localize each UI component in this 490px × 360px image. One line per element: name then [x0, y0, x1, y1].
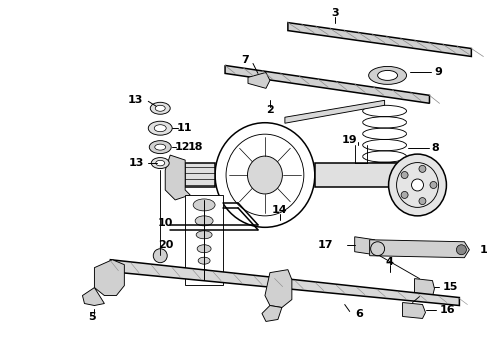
Bar [185, 163, 215, 187]
Polygon shape [285, 100, 385, 123]
Ellipse shape [199, 270, 209, 276]
Ellipse shape [378, 71, 397, 80]
Text: 3: 3 [331, 8, 339, 18]
Ellipse shape [195, 216, 213, 226]
Ellipse shape [368, 67, 407, 84]
Ellipse shape [153, 249, 167, 263]
Text: 7: 7 [241, 55, 249, 66]
Polygon shape [262, 306, 282, 321]
Ellipse shape [401, 172, 408, 179]
Text: 6: 6 [356, 310, 364, 319]
Ellipse shape [430, 181, 437, 189]
Text: 1: 1 [479, 245, 487, 255]
Ellipse shape [155, 105, 165, 111]
Ellipse shape [154, 125, 166, 132]
Polygon shape [225, 66, 429, 103]
Polygon shape [415, 279, 435, 297]
Bar [315, 163, 399, 187]
Text: 14: 14 [272, 205, 288, 215]
Ellipse shape [151, 158, 169, 168]
Ellipse shape [150, 102, 170, 114]
Ellipse shape [401, 192, 408, 198]
Polygon shape [82, 288, 104, 306]
Ellipse shape [193, 199, 215, 211]
Polygon shape [95, 260, 124, 296]
Ellipse shape [196, 231, 212, 239]
Text: 17: 17 [317, 240, 333, 250]
Ellipse shape [155, 144, 166, 150]
Text: 9: 9 [435, 67, 442, 77]
Polygon shape [355, 237, 377, 255]
Text: 11: 11 [176, 123, 192, 133]
Ellipse shape [197, 245, 211, 253]
Ellipse shape [198, 257, 210, 264]
Ellipse shape [149, 141, 171, 154]
Polygon shape [265, 270, 292, 307]
Text: 2: 2 [266, 105, 274, 115]
Text: 4: 4 [386, 257, 393, 267]
Polygon shape [110, 260, 460, 306]
Bar [185, 195, 223, 285]
Text: 19: 19 [342, 135, 358, 145]
Ellipse shape [456, 245, 466, 255]
Text: 8: 8 [432, 143, 439, 153]
Text: 16: 16 [440, 306, 455, 315]
Text: 10: 10 [158, 218, 173, 228]
Ellipse shape [247, 156, 282, 194]
Text: 20: 20 [158, 240, 173, 250]
Text: 12: 12 [174, 142, 190, 152]
Polygon shape [403, 302, 425, 319]
Polygon shape [288, 23, 471, 57]
Ellipse shape [148, 121, 172, 135]
Ellipse shape [419, 198, 426, 204]
Ellipse shape [389, 154, 446, 216]
Text: 5: 5 [89, 312, 96, 323]
Text: 18: 18 [188, 142, 204, 152]
Text: 13: 13 [127, 95, 143, 105]
Ellipse shape [419, 165, 426, 172]
Polygon shape [369, 240, 469, 258]
Polygon shape [165, 155, 190, 200]
Text: 15: 15 [442, 282, 458, 292]
Ellipse shape [412, 179, 423, 191]
Ellipse shape [156, 160, 165, 166]
Polygon shape [248, 72, 270, 88]
Text: 13: 13 [128, 158, 144, 168]
